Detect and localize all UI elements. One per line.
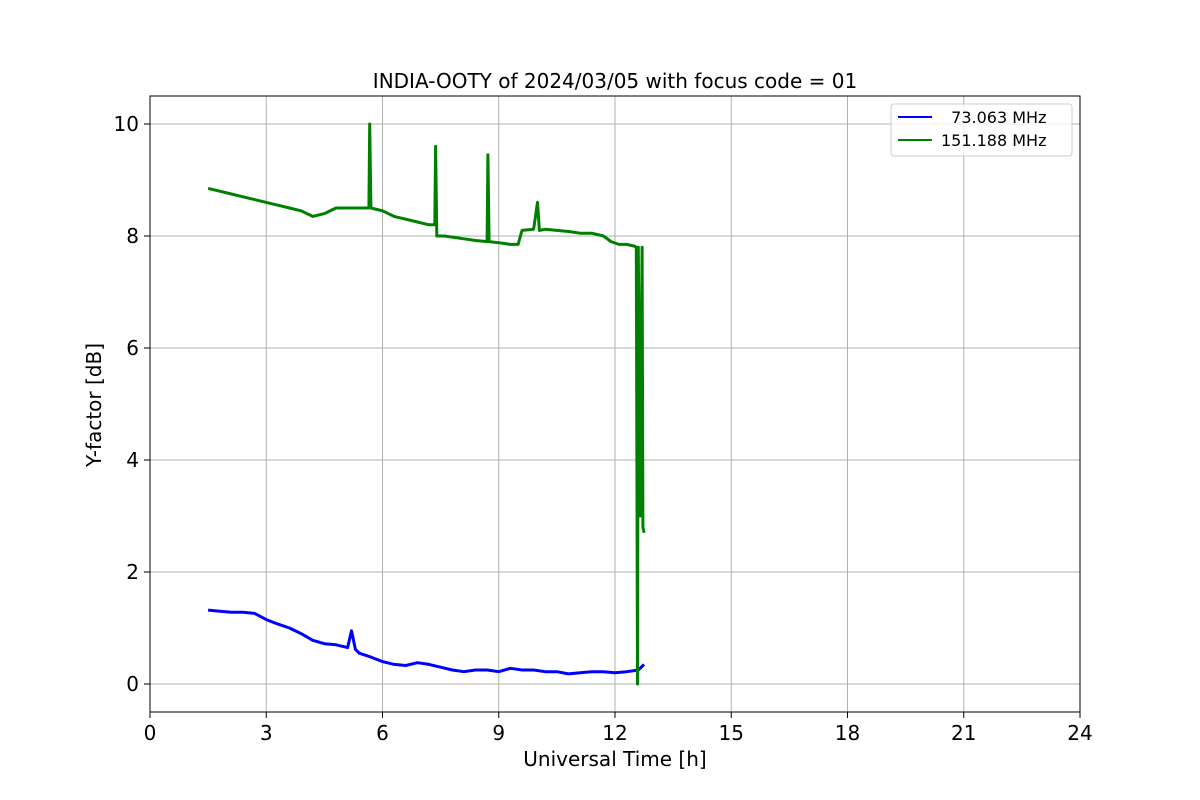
legend-label-2: 151.188 MHz (941, 131, 1046, 150)
legend-frame (890, 103, 1073, 157)
chart-title: INDIA-OOTY of 2024/03/05 with focus code… (373, 69, 857, 93)
x-tick-label: 9 (492, 721, 505, 745)
y-axis-label: Y-factor [dB] (82, 343, 106, 468)
x-tick-label: 24 (1067, 721, 1092, 745)
y-tick-label: 10 (114, 112, 139, 136)
series-line-2 (207, 122, 646, 686)
y-tick-label: 6 (126, 336, 139, 360)
y-tick-label: 2 (126, 560, 139, 584)
x-tick-label: 15 (719, 721, 744, 745)
series-line-1 (207, 608, 646, 676)
y-tick-label: 4 (126, 448, 139, 472)
x-tick-label: 21 (951, 721, 976, 745)
series-lines (207, 122, 646, 686)
x-tick-label: 18 (835, 721, 860, 745)
legend: 73.063 MHz 151.188 MHz (890, 103, 1073, 157)
x-tick-label: 12 (602, 721, 627, 745)
legend-label-1: 73.063 MHz (941, 108, 1046, 127)
x-axis-ticks: 0 3 6 9 12 15 18 21 24 (144, 712, 1093, 745)
x-tick-label: 0 (144, 721, 157, 745)
y-axis-ticks: 0 2 4 6 8 10 (114, 112, 150, 696)
y-tick-label: 0 (126, 672, 139, 696)
x-tick-label: 3 (260, 721, 273, 745)
y-tick-label: 8 (126, 224, 139, 248)
x-axis-label: Universal Time [h] (523, 747, 706, 771)
grid (149, 96, 1081, 712)
x-tick-label: 6 (376, 721, 389, 745)
